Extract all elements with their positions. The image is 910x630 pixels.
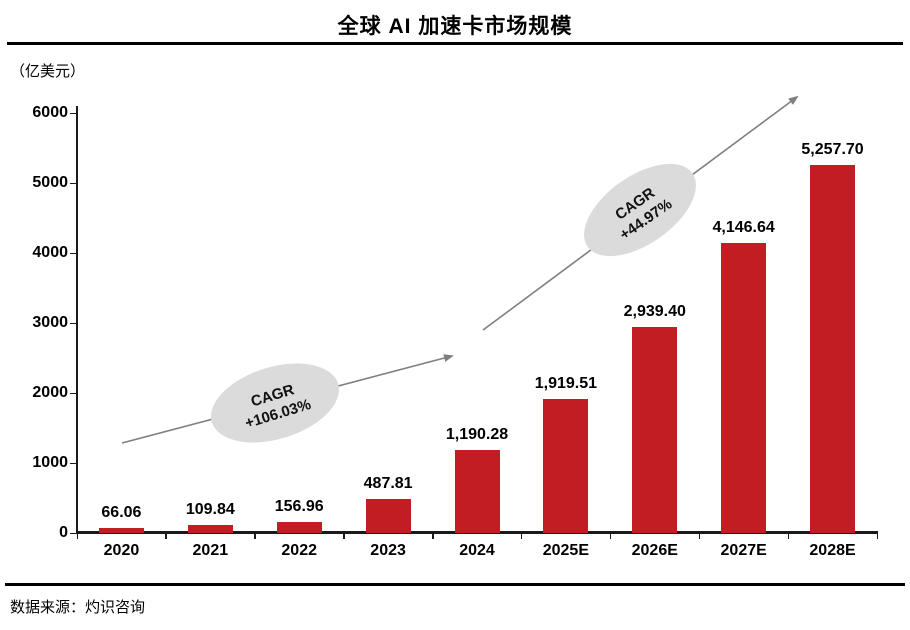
- x-axis-tick: [165, 533, 167, 539]
- bar-2025E: [543, 398, 589, 533]
- y-tick-label: 0: [59, 524, 68, 541]
- y-tick-label: 3000: [32, 314, 68, 331]
- chart-title: 全球 AI 加速卡市场规模: [337, 15, 573, 38]
- trend-arrow-1: [121, 354, 454, 444]
- x-axis-tick: [254, 533, 256, 539]
- y-tick-label: 4000: [32, 244, 68, 261]
- x-tick-label-2028E: 2028E: [809, 542, 856, 559]
- y-tick-label: 6000: [32, 104, 68, 121]
- y-axis-line: [76, 106, 78, 533]
- cagr-label-1-title: CAGR: [249, 381, 296, 410]
- bar-value-2027E: 4,146.64: [712, 218, 775, 236]
- cagr-label-1-value: +106.03%: [243, 396, 313, 432]
- bar-value-2026E: 2,939.40: [623, 303, 686, 321]
- cagr-label-1: CAGR +106.03%: [243, 381, 313, 432]
- x-axis-tick: [520, 533, 523, 539]
- y-axis-tick: [70, 322, 77, 324]
- bar-value-2023: 487.81: [363, 474, 413, 492]
- y-axis-tick: [70, 252, 77, 254]
- y-axis-tick: [70, 462, 77, 464]
- y-tick-label: 2000: [32, 384, 68, 401]
- cagr-label-2-value: +44.97%: [617, 196, 676, 244]
- y-tick-label: 1000: [32, 454, 68, 471]
- bar-2028E: [810, 164, 856, 533]
- y-axis-tick: [70, 392, 77, 394]
- y-axis-tick: [70, 182, 77, 184]
- cagr-bubble-2: [584, 163, 696, 257]
- x-tick-label-2022: 2022: [281, 542, 317, 559]
- y-axis-tick: [70, 532, 77, 534]
- x-axis-tick: [343, 533, 345, 539]
- x-tick-label-2020: 2020: [103, 542, 140, 559]
- unit-label: （亿美元）: [10, 63, 86, 80]
- bar-2027E: [721, 242, 767, 533]
- title-divider: [7, 42, 903, 45]
- bar-value-2024: 1,190.28: [445, 425, 509, 443]
- bar-value-2022: 156.96: [274, 498, 324, 515]
- x-tick-label-2021: 2021: [192, 542, 229, 559]
- bar-2020: [98, 528, 144, 533]
- bar-value-2025E: 1,919.51: [534, 374, 598, 392]
- x-tick-label-2023: 2023: [370, 542, 406, 559]
- y-axis-tick: [70, 112, 77, 114]
- x-axis-tick: [76, 533, 78, 539]
- x-tick-label-2024: 2024: [459, 542, 495, 559]
- x-axis-tick: [876, 533, 878, 539]
- x-tick-label-2025E: 2025E: [542, 542, 589, 559]
- x-axis-tick: [609, 533, 612, 539]
- source-note: 数据来源：灼识咨询: [10, 599, 146, 616]
- x-axis-tick: [787, 533, 790, 539]
- x-axis-tick: [432, 533, 434, 539]
- bar-2021: [187, 525, 233, 533]
- cagr-bubble-1: [211, 363, 339, 443]
- bar-value-2021: 109.84: [185, 501, 235, 519]
- cagr-label-2-title: CAGR: [612, 184, 658, 223]
- bar-2026E: [632, 327, 678, 533]
- footer-divider: [5, 583, 905, 586]
- bar-2022: [276, 522, 322, 533]
- bar-value-2020: 66.06: [101, 504, 142, 522]
- bar-2024: [454, 449, 500, 533]
- bar-2023: [365, 498, 411, 533]
- x-tick-label-2027E: 2027E: [720, 542, 767, 559]
- y-tick-label: 5000: [32, 174, 68, 191]
- x-tick-label-2026E: 2026E: [631, 542, 678, 559]
- x-axis-tick: [698, 533, 701, 539]
- bar-value-2028E: 5,257.70: [801, 140, 864, 158]
- cagr-label-2: CAGR +44.97%: [612, 184, 676, 244]
